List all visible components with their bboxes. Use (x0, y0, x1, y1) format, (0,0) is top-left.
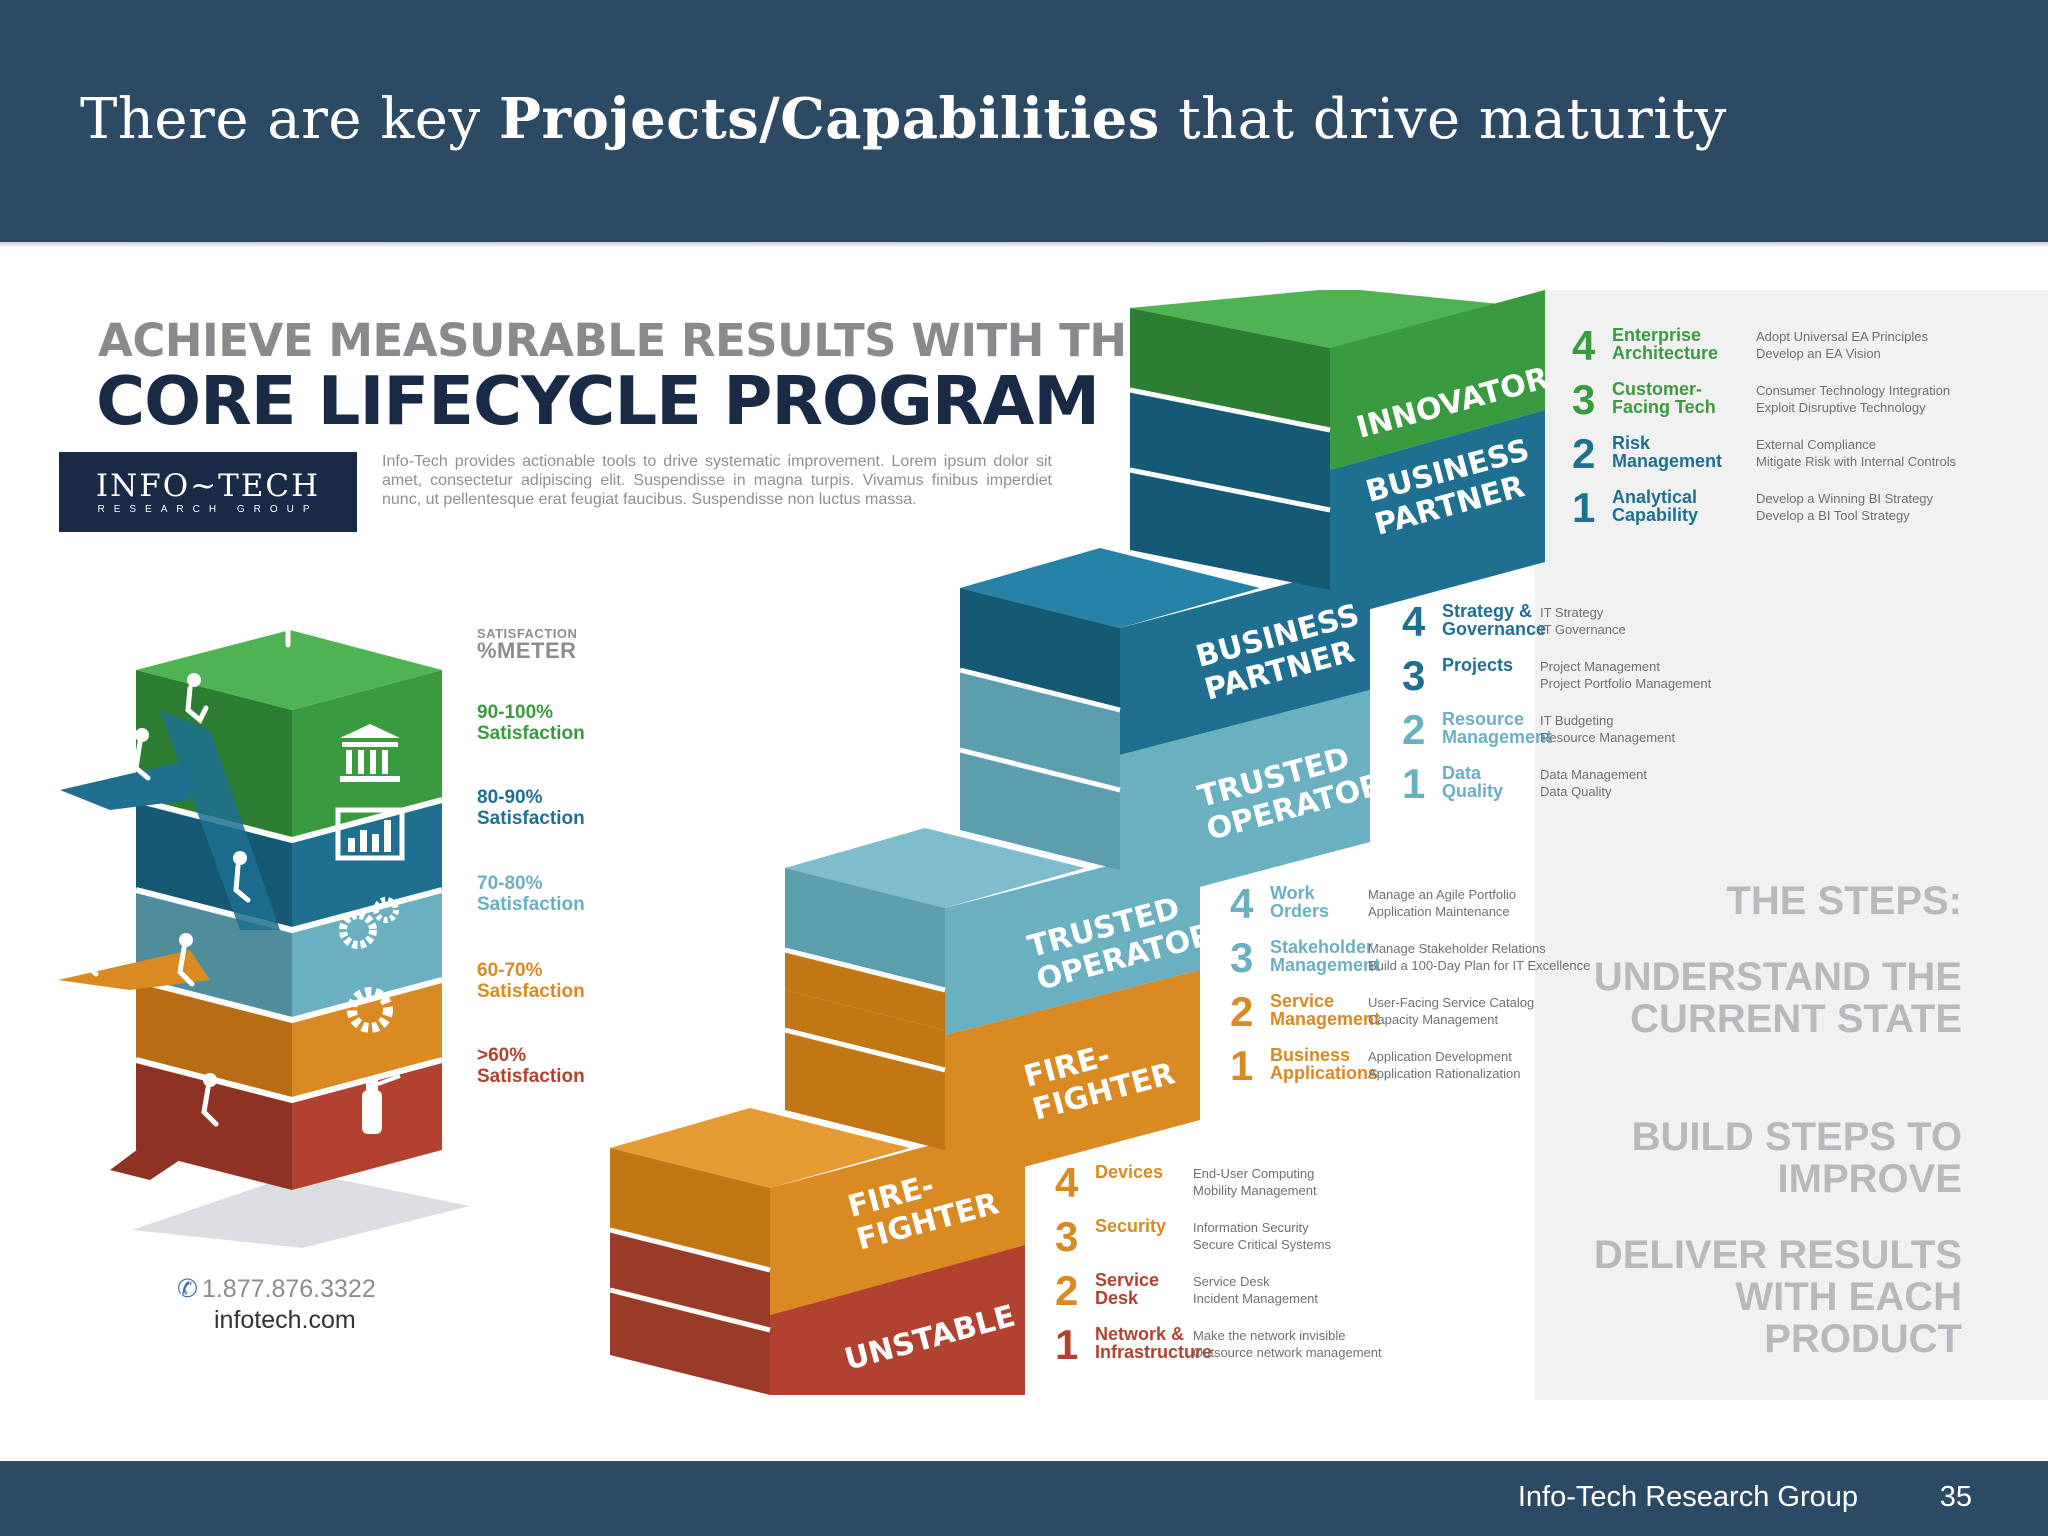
satisfaction-tower (58, 577, 470, 1248)
logo-subtitle: RESEARCH GROUP (97, 504, 319, 515)
meter-item: 90-100% Satisfaction (477, 702, 585, 744)
meter-item: 70-80% Satisfaction (477, 873, 585, 915)
slide-title: There are key Projects/Capabilities that… (80, 86, 1727, 152)
meter-item: 60-70% Satisfaction (477, 960, 585, 1002)
meter-item: >60% Satisfaction (477, 1045, 585, 1087)
page-number: 35 (1939, 1481, 1972, 1513)
steps-phrase: UNDERSTAND THE CURRENT STATE (1593, 955, 1962, 1041)
contact-website: infotech.com (214, 1306, 356, 1334)
infographic-heading-line1: ACHIEVE MEASURABLE RESULTS WITH THE (98, 314, 1157, 367)
slide-header: There are key Projects/Capabilities that… (0, 0, 2048, 242)
bank-icon (340, 724, 400, 782)
steps-phrase: BUILD STEPS TO IMPROVE (1631, 1115, 1962, 1201)
steps-phrase: DELIVER RESULTS WITH EACH PRODUCT (1593, 1233, 1962, 1361)
gear-icon (347, 987, 393, 1033)
satisfaction-meter-title: SATISFACTION %METER (477, 626, 578, 663)
intro-paragraph: Info-Tech provides actionable tools to d… (382, 453, 1052, 508)
lifecycle-graphic: UNSTABLE FIRE-FIGHTER FIRE-FIGHTER TRUST… (58, 290, 1553, 1395)
logo-name: INFO~TECH (95, 468, 321, 504)
info-tech-logo: INFO~TECH RESEARCH GROUP (59, 452, 357, 532)
steps-panel-background (1535, 290, 2048, 1400)
meter-item: 80-90% Satisfaction (477, 787, 585, 829)
infographic: ACHIEVE MEASURABLE RESULTS WITH THE CORE… (40, 290, 2048, 1400)
gears-icon (339, 897, 399, 949)
bar-chart-icon (335, 807, 405, 861)
infographic-heading-line2: CORE LIFECYCLE PROGRAM (96, 362, 1100, 440)
phone-icon: ✆ (177, 1275, 198, 1303)
slide-footer: Info-Tech Research Group 35 (0, 1461, 2048, 1536)
header-divider (0, 242, 2048, 248)
maturity-staircase: UNSTABLE FIRE-FIGHTER FIRE-FIGHTER TRUST… (609, 290, 1553, 1395)
steps-heading: THE STEPS: (1726, 879, 1962, 923)
fire-extinguisher-icon (362, 1074, 401, 1134)
footer-organization: Info-Tech Research Group (1517, 1481, 1858, 1513)
contact-phone: ✆ 1.877.876.3322 (177, 1275, 376, 1303)
